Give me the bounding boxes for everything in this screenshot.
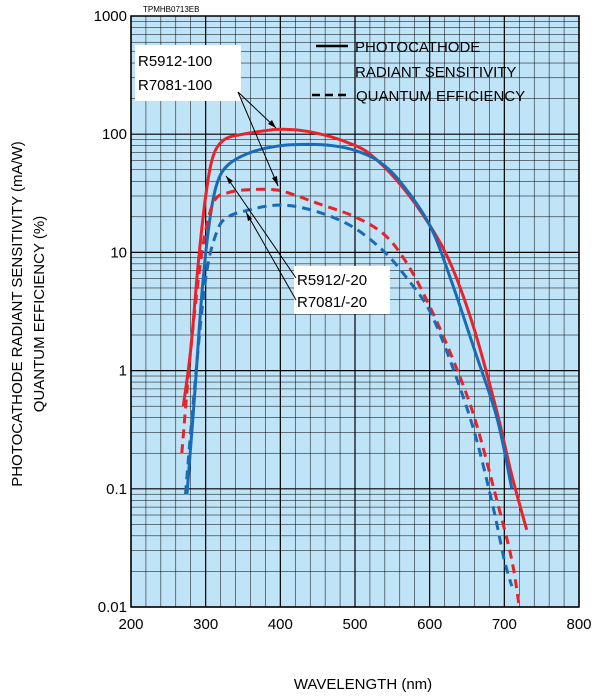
annotation-top-label-2: R7081-100	[138, 77, 212, 94]
legend-solid-label-line2: RADIANT SENSITIVITY	[355, 64, 516, 81]
x-tick-label: 300	[193, 616, 218, 633]
x-tick-label: 500	[342, 616, 367, 633]
annotation-bottom-box	[294, 266, 390, 314]
x-tick-label: 800	[566, 616, 591, 633]
series-line-qe-2	[180, 187, 521, 608]
y-tick-label: 100	[102, 126, 127, 143]
x-tick-label: 700	[492, 616, 517, 633]
y-tick-label: 1	[119, 363, 127, 380]
arrow-top-to-red-dashed	[237, 91, 279, 187]
x-tick-label: 400	[268, 616, 293, 633]
y-axis-title-line2: QUANTUM EFFICIENCY (%)	[31, 216, 48, 412]
arrowhead-top-red-solid	[268, 120, 276, 128]
figure-id: TPMHB0713EB	[143, 5, 199, 14]
annotation-bottom-label-1: R5912/-20	[297, 272, 367, 289]
series-layer	[180, 127, 529, 608]
y-tick-label: 0.1	[106, 481, 127, 498]
arrowhead-bottom-blue-solid	[226, 176, 233, 184]
legend: PHOTOCATHODE RADIANT SENSITIVITY QUANTUM…	[312, 39, 525, 105]
x-tick-label: 600	[417, 616, 442, 633]
arrow-bottom-to-blue-dashed	[245, 211, 297, 301]
annotation-top-label-1: R5912-100	[138, 53, 212, 70]
tick-layer: 200 300 400 500 600 700 800 0.01 0.1 1 10 100 1000	[94, 8, 592, 633]
annotation-bottom-label-2: R7081/-20	[297, 294, 367, 311]
arrowhead-bottom-blue-dashed	[246, 212, 252, 221]
arrowhead-top-red-dashed	[272, 176, 278, 186]
arrow-bottom-to-blue-solid	[225, 175, 297, 279]
y-tick-label: 0.01	[98, 599, 127, 616]
series-line-qe-3	[184, 203, 514, 587]
annotations: R5912-100 R7081-100 R5912/-20 R7081/-20	[135, 45, 390, 314]
y-tick-label: 1000	[94, 8, 127, 25]
series-line-sens-0	[181, 127, 529, 531]
plot-frame	[130, 15, 580, 608]
legend-solid-label-line1: PHOTOCATHODE	[355, 39, 480, 56]
annotation-top-box	[135, 45, 241, 101]
y-axis-title-line1: PHOTOCATHODE RADIANT SENSITIVITY (mA/W)	[9, 141, 26, 487]
arrow-top-to-red-solid	[237, 91, 277, 129]
series-line-sens-1	[185, 142, 514, 495]
legend-dashed-label: QUANTUM EFFICIENCY	[356, 88, 525, 105]
y-tick-label: 10	[110, 244, 127, 261]
x-tick-label: 200	[118, 616, 143, 633]
x-axis-title: WAVELENGTH (nm)	[294, 676, 432, 693]
